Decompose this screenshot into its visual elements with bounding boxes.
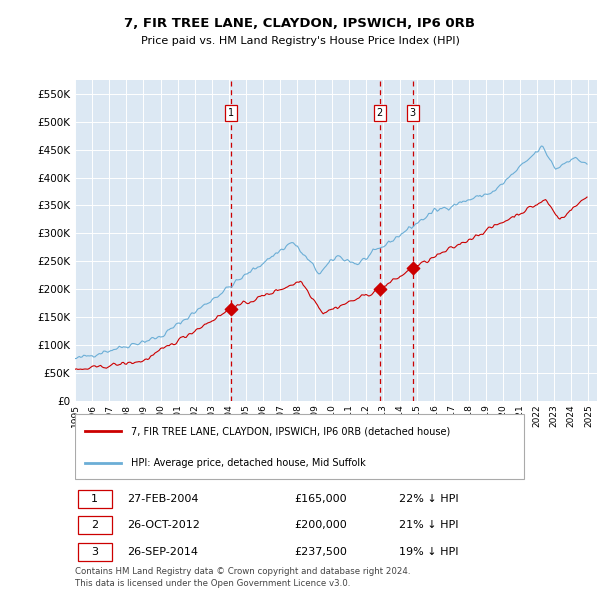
Text: 7, FIR TREE LANE, CLAYDON, IPSWICH, IP6 0RB (detached house): 7, FIR TREE LANE, CLAYDON, IPSWICH, IP6 … [131,427,451,437]
Text: 2: 2 [91,520,98,530]
Text: 1: 1 [228,109,234,119]
Text: Price paid vs. HM Land Registry's House Price Index (HPI): Price paid vs. HM Land Registry's House … [140,37,460,46]
Text: £165,000: £165,000 [294,494,347,504]
Text: 21% ↓ HPI: 21% ↓ HPI [398,520,458,530]
Text: 7, FIR TREE LANE, CLAYDON, IPSWICH, IP6 0RB: 7, FIR TREE LANE, CLAYDON, IPSWICH, IP6 … [125,17,476,30]
Text: 26-OCT-2012: 26-OCT-2012 [127,520,200,530]
Text: 3: 3 [91,548,98,558]
Text: HPI: Average price, detached house, Mid Suffolk: HPI: Average price, detached house, Mid … [131,457,366,467]
Text: £237,500: £237,500 [294,548,347,558]
Text: £200,000: £200,000 [294,520,347,530]
FancyBboxPatch shape [77,543,112,562]
Text: 2: 2 [377,109,383,119]
Point [375,284,385,294]
Text: 27-FEB-2004: 27-FEB-2004 [127,494,199,504]
FancyBboxPatch shape [77,490,112,508]
FancyBboxPatch shape [75,414,524,480]
Point [226,304,236,314]
Text: Contains HM Land Registry data © Crown copyright and database right 2024.
This d: Contains HM Land Registry data © Crown c… [75,567,410,588]
Text: 3: 3 [410,109,416,119]
Text: 19% ↓ HPI: 19% ↓ HPI [398,548,458,558]
Text: 1: 1 [91,494,98,504]
Point [408,264,418,273]
Text: 22% ↓ HPI: 22% ↓ HPI [398,494,458,504]
FancyBboxPatch shape [77,516,112,534]
Text: 26-SEP-2014: 26-SEP-2014 [127,548,198,558]
